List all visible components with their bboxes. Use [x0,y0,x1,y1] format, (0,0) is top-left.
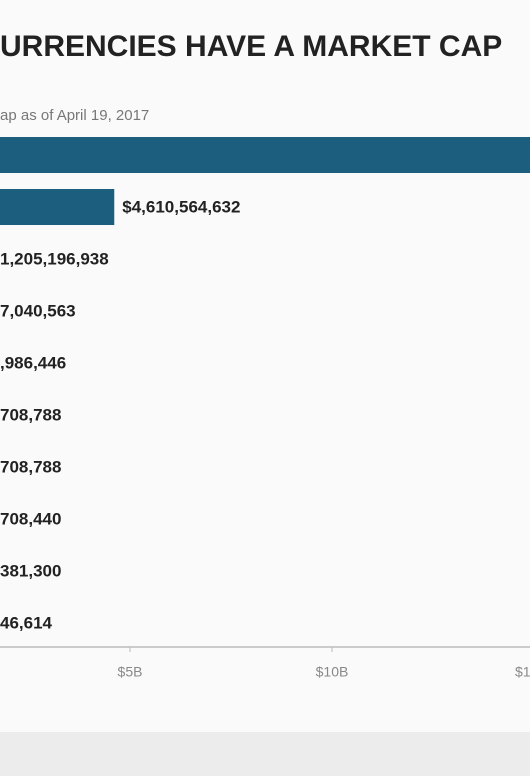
bar [0,189,115,225]
footer-band [0,732,530,776]
value-label: 708,788 [0,457,61,476]
x-tick-label: $1 [515,664,530,680]
value-label: 708,788 [0,405,61,424]
value-label: 708,440 [0,509,61,528]
value-label: 46,614 [0,613,53,632]
value-label: 7,040,563 [0,301,76,320]
chart-background [0,0,530,732]
value-label: ,986,446 [0,353,66,372]
x-tick-label: $5B [118,664,143,680]
bar [0,137,530,173]
value-label: 381,300 [0,561,61,580]
chart-title: URRENCIES HAVE A MARKET CAP [0,30,502,63]
value-label: 1,205,196,938 [0,249,109,268]
x-tick-label: $10B [316,664,349,680]
value-label: $4,610,564,632 [122,197,240,216]
chart-subtitle: ap as of April 19, 2017 [0,107,149,124]
